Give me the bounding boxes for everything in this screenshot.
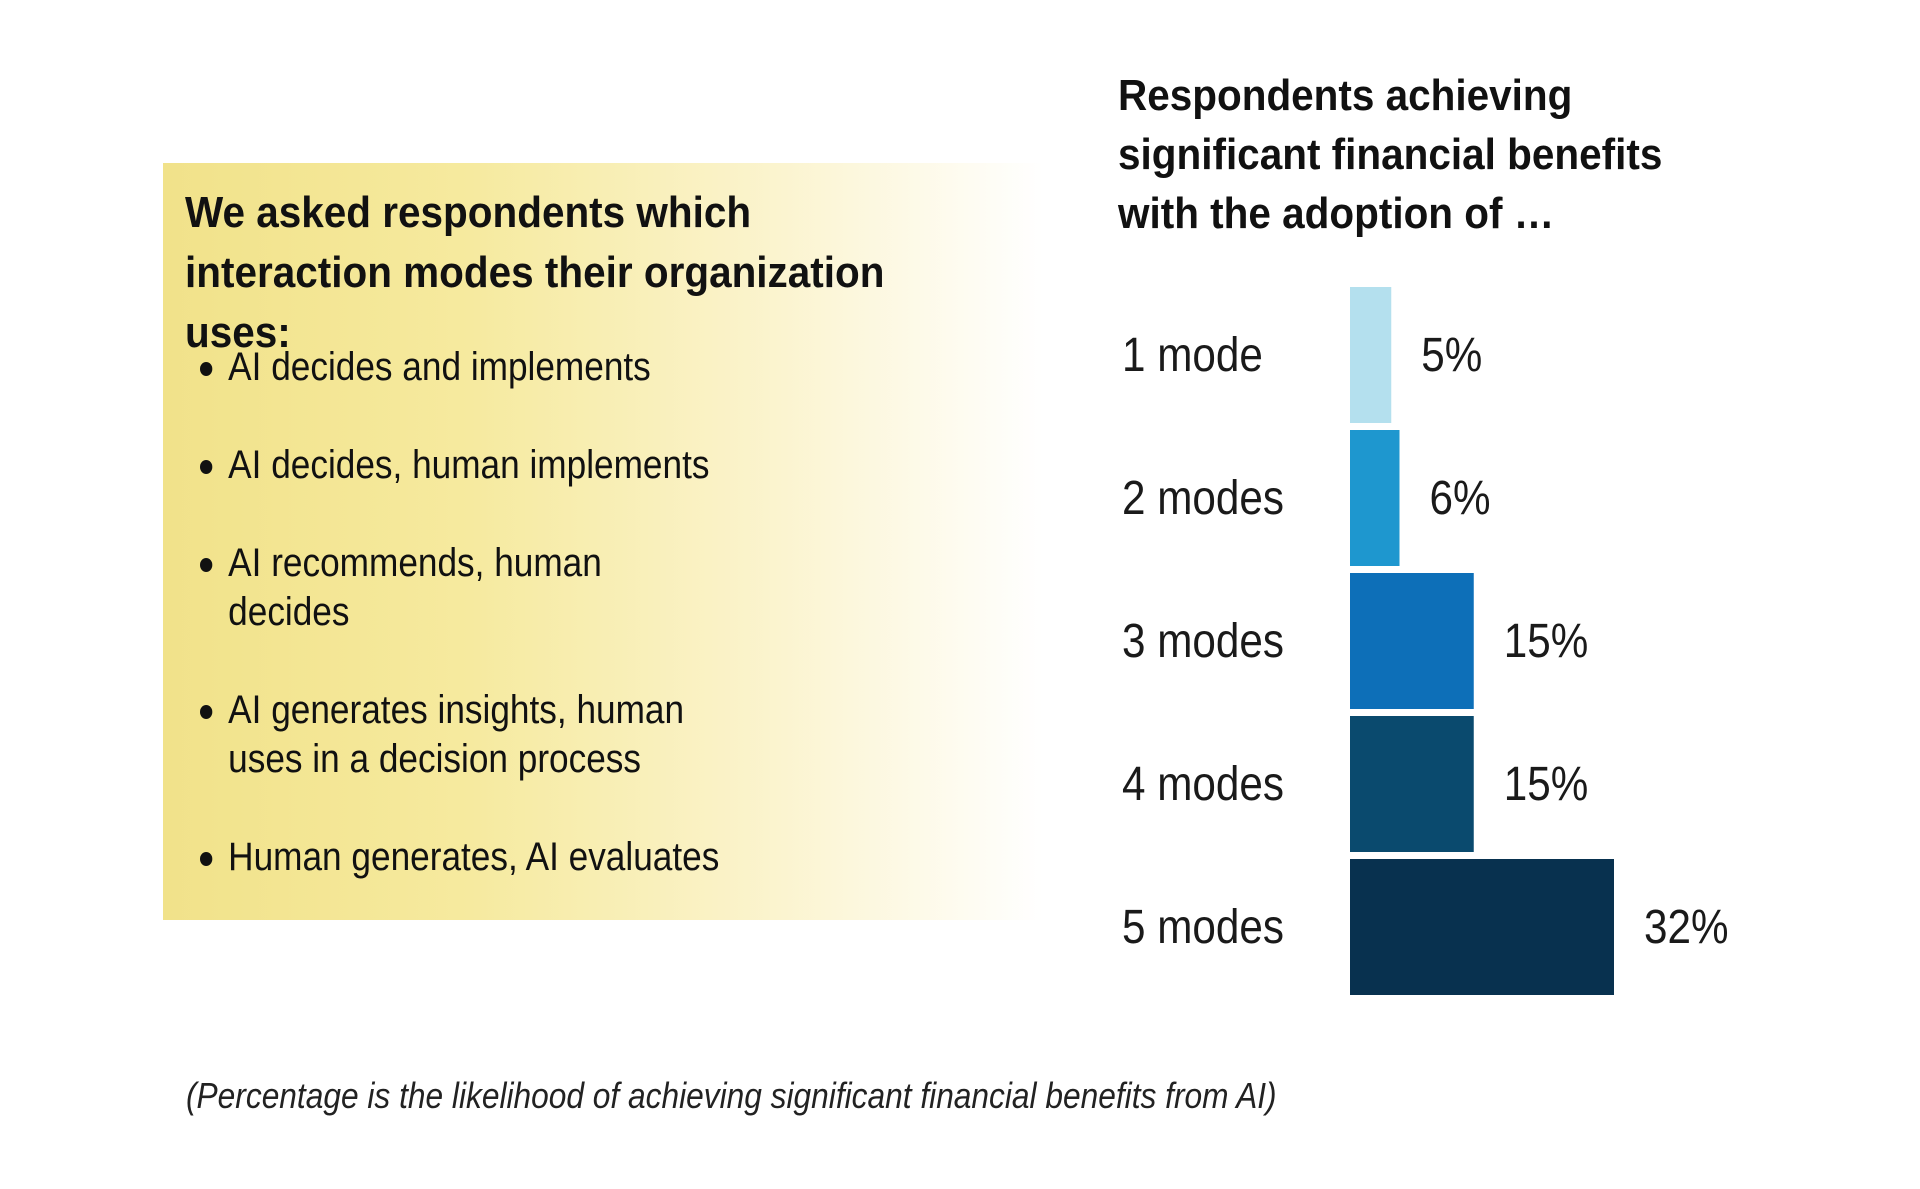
value-label: 5% xyxy=(1421,327,1482,381)
list-item: Human generates, AI evaluates xyxy=(200,833,721,882)
value-label: 32% xyxy=(1644,899,1729,953)
list-item: AI recommends, human decides xyxy=(200,539,721,637)
bar-chart: 1 mode 5% 2 modes 6% 3 modes 15% 4 modes 15% 5 m… xyxy=(1122,287,1729,995)
question-panel: We asked respondents which interaction m… xyxy=(163,163,1043,920)
panel-title: We asked respondents which interaction m… xyxy=(185,188,885,357)
bar xyxy=(1350,430,1400,566)
value-label: 15% xyxy=(1504,613,1589,667)
category-label: 3 modes xyxy=(1122,613,1284,667)
value-label: 15% xyxy=(1504,756,1589,810)
list-item: AI generates insights, human uses in a d… xyxy=(200,686,721,784)
footnote: (Percentage is the likelihood of achievi… xyxy=(186,1075,1277,1116)
bar xyxy=(1350,859,1614,995)
chart-title: Respondents achieving significant financ… xyxy=(1118,71,1663,238)
category-label: 4 modes xyxy=(1122,756,1284,810)
list-item: AI decides and implements xyxy=(200,343,721,392)
interaction-modes-list: AI decides and implements AI decides, hu… xyxy=(200,343,792,931)
list-item: AI decides, human implements xyxy=(200,441,721,490)
bar xyxy=(1350,287,1392,423)
value-label: 6% xyxy=(1430,470,1491,524)
bar xyxy=(1350,716,1474,852)
category-label: 1 mode xyxy=(1122,327,1263,381)
category-label: 5 modes xyxy=(1122,899,1284,953)
category-label: 2 modes xyxy=(1122,470,1284,524)
bar xyxy=(1350,573,1474,709)
